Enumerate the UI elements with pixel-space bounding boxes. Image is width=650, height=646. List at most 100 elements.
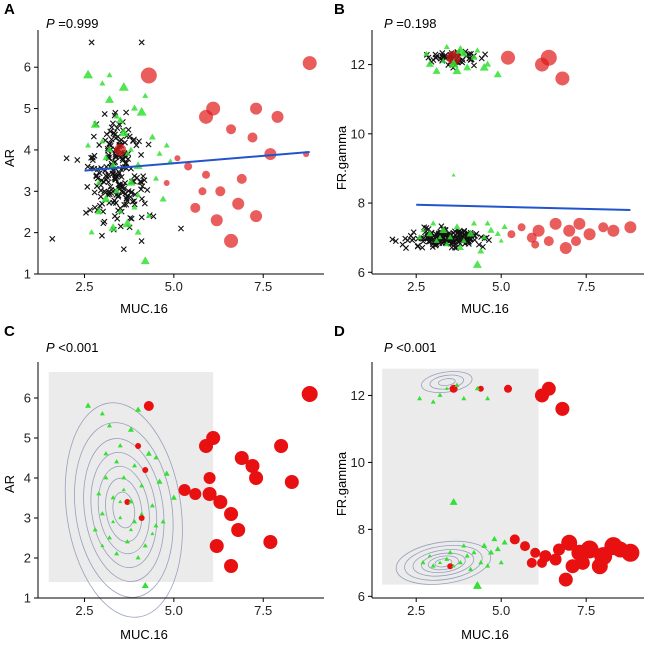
cross-point	[137, 178, 144, 185]
green-triangle-point	[148, 133, 156, 140]
cross-point	[96, 170, 103, 177]
y-axis-title: FR.gamma	[334, 125, 349, 190]
cross-point	[105, 179, 112, 186]
green-triangle-point	[420, 559, 426, 565]
cross-point	[110, 130, 117, 137]
green-triangle-point	[420, 227, 426, 233]
cross-point	[438, 52, 445, 59]
y-tick-label: 2	[24, 225, 31, 240]
cross-point	[97, 193, 104, 200]
green-triangle-point	[493, 70, 502, 78]
red-circle-point	[203, 472, 216, 484]
cross-point	[178, 225, 184, 232]
green-triangle-point	[113, 113, 120, 119]
cross-point	[431, 232, 438, 239]
green-triangle-point	[132, 519, 138, 524]
green-triangle-point	[114, 459, 120, 464]
red-circle-point	[543, 236, 554, 247]
red-circle-point	[549, 217, 562, 230]
red-circle-point	[531, 240, 540, 249]
red-circle-point	[284, 475, 299, 489]
green-triangle-point	[117, 208, 124, 214]
green-triangle-point	[438, 560, 442, 564]
green-triangle-point	[498, 238, 504, 243]
cross-point	[114, 125, 121, 132]
cross-point	[138, 151, 145, 158]
green-triangle-point	[471, 220, 477, 226]
green-triangle-point	[108, 223, 118, 232]
green-triangle-point	[90, 119, 100, 128]
density-contour	[404, 545, 483, 581]
green-triangle-point	[468, 566, 474, 571]
cross-point	[131, 173, 138, 180]
red-circle-point	[224, 507, 239, 521]
x-tick-label: 7.5	[577, 603, 595, 618]
cross-point	[475, 241, 482, 248]
red-circle-point	[163, 180, 170, 187]
red-circle-point	[530, 547, 541, 558]
cross-point	[106, 141, 113, 148]
panel-d: D P <0.001 2.5 5.0 7.5 6 8 10 12 MUC.16 FR.gam…	[334, 323, 644, 642]
x-tick-label: 2.5	[75, 603, 93, 618]
red-circle-point	[553, 543, 565, 556]
green-triangle-point	[439, 226, 448, 234]
density-contour	[97, 465, 150, 555]
green-triangle-point	[127, 426, 134, 432]
y-axis-title: FR.gamma	[334, 451, 349, 516]
green-triangle-point	[487, 226, 495, 233]
green-triangle-point	[444, 386, 449, 390]
red-circle-point	[559, 242, 572, 255]
red-circle-point	[178, 484, 191, 496]
red-circle-point	[274, 439, 289, 453]
green-triangle-point	[481, 234, 488, 240]
green-triangle-point	[117, 443, 123, 448]
y-tick-label: 1	[24, 591, 31, 606]
x-tick-label: 2.5	[75, 279, 93, 294]
green-triangle-point	[477, 247, 485, 254]
red-circle-point	[215, 186, 226, 197]
green-triangle-point	[95, 179, 102, 185]
green-triangle-point	[100, 543, 105, 548]
red-circle-point	[549, 553, 562, 566]
green-triangle-point	[451, 173, 456, 177]
red-circle-point	[561, 534, 578, 551]
density-contour	[437, 378, 456, 387]
green-triangle-point	[121, 475, 127, 480]
red-circle-point	[477, 385, 484, 392]
cross-point	[129, 198, 136, 205]
green-triangle-point	[142, 92, 149, 98]
cross-point	[124, 193, 131, 200]
green-triangle-point	[451, 563, 456, 568]
green-triangle-point	[118, 499, 123, 504]
cross-point	[91, 152, 98, 159]
green-triangle-point	[457, 559, 463, 565]
cross-point	[87, 207, 94, 214]
x-axis-title: MUC.16	[461, 627, 509, 642]
cross-point	[91, 189, 98, 196]
cross-point	[447, 231, 454, 238]
y-tick-label: 6	[24, 391, 31, 406]
red-circle-point	[598, 222, 609, 233]
cross-point	[448, 244, 455, 251]
green-triangle-point	[478, 559, 484, 565]
red-circle-point	[607, 224, 620, 237]
red-circle-point	[206, 101, 221, 116]
y-axis-title: AR	[2, 475, 17, 493]
green-triangle-point	[121, 487, 126, 492]
panel-letter: D	[334, 323, 345, 340]
cross-point	[121, 201, 128, 208]
green-triangle-point	[111, 519, 116, 524]
green-triangle-point	[447, 549, 453, 555]
density-contour	[421, 552, 466, 574]
green-triangle-point	[485, 395, 491, 401]
cross-point	[104, 174, 111, 181]
y-tick-label: 12	[351, 388, 365, 403]
x-axis-title: MUC.16	[120, 301, 168, 316]
green-triangle-point	[126, 177, 136, 186]
y-tick-label: 10	[351, 455, 365, 470]
red-circle-point	[250, 102, 263, 115]
green-triangle-point	[118, 127, 129, 137]
red-circle-point	[446, 50, 461, 65]
x-axis-title: MUC.16	[120, 627, 168, 642]
